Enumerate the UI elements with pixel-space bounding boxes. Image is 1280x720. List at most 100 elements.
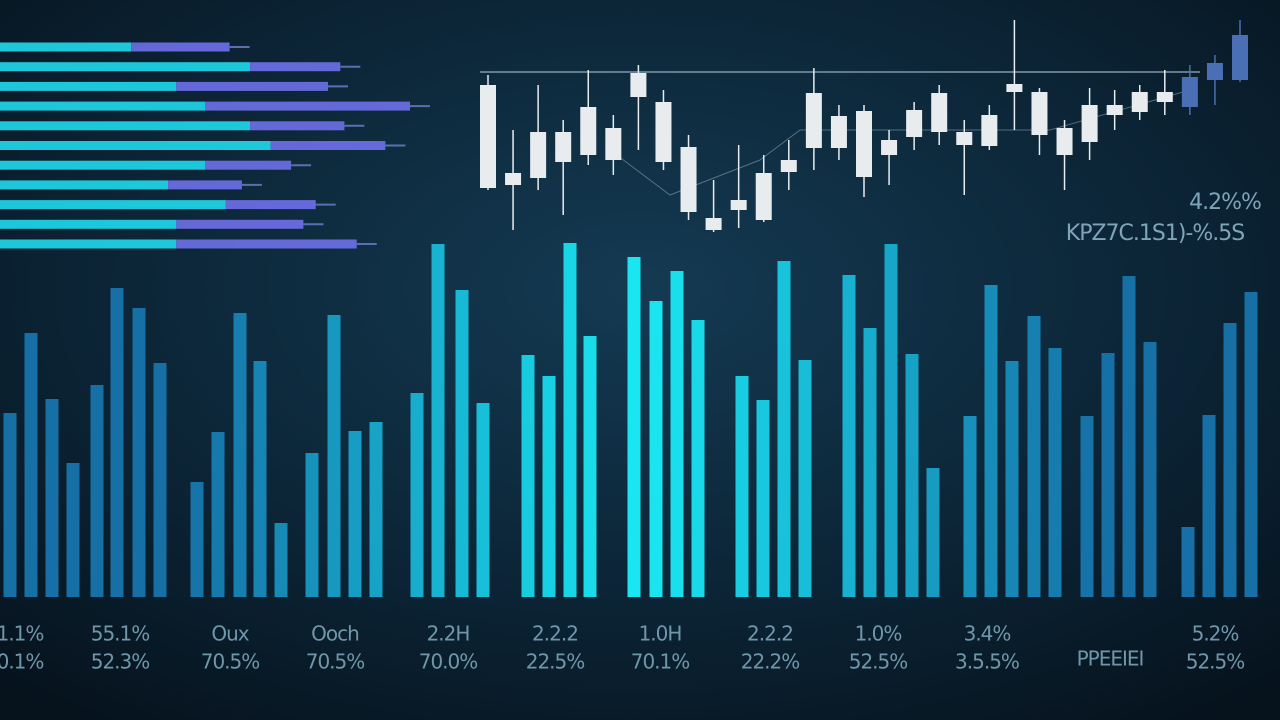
bar <box>1005 361 1019 597</box>
bar <box>691 320 705 597</box>
candle-body <box>505 173 522 185</box>
bar <box>45 399 59 597</box>
bar-segment <box>270 141 386 150</box>
bar-segment <box>176 239 357 249</box>
bar-label: 70.5% <box>201 650 260 674</box>
bar <box>963 416 977 597</box>
bar-label: 1.1% <box>0 622 43 646</box>
candle-body <box>555 132 572 162</box>
bar <box>348 431 362 597</box>
bar <box>369 422 383 597</box>
candle-body <box>1206 63 1223 80</box>
candle-body <box>1156 92 1173 102</box>
bar <box>798 360 812 597</box>
bar-segment <box>0 81 177 91</box>
bar <box>1080 416 1094 597</box>
annotation: 4.2%% <box>1189 190 1261 215</box>
bar <box>253 361 267 597</box>
candle-body <box>680 147 697 212</box>
bar-segment <box>0 180 169 190</box>
candle-body <box>480 85 496 188</box>
bar-label: 3.4% <box>964 622 1011 646</box>
candle-body <box>755 173 772 220</box>
bar-segment <box>176 219 304 229</box>
bar <box>756 400 770 597</box>
candle-body <box>956 132 973 145</box>
bar <box>327 315 341 597</box>
bar <box>1048 348 1062 597</box>
bar-label: 52.5% <box>849 650 908 674</box>
bar <box>627 257 641 597</box>
bar-segment <box>0 121 251 131</box>
bar <box>583 336 597 597</box>
bar-label: 5.2% <box>1192 622 1239 646</box>
bar-segment <box>0 160 205 170</box>
candle-body <box>1232 35 1248 80</box>
bar <box>1101 353 1115 597</box>
bar-segment <box>0 62 251 72</box>
bar <box>1122 276 1136 597</box>
candle-body <box>805 93 822 148</box>
bar-label: 22.5% <box>526 650 585 674</box>
candle-body <box>530 132 547 178</box>
bar <box>563 243 577 597</box>
bar <box>90 385 104 597</box>
candle-body <box>605 128 622 160</box>
candle-body <box>730 200 747 210</box>
bar <box>735 376 749 597</box>
bar-label: Oux <box>211 622 249 646</box>
bar <box>132 308 146 597</box>
bar <box>542 376 556 597</box>
bar-segment <box>250 121 345 131</box>
bar-label: 22.2% <box>741 650 800 674</box>
candle-body <box>780 160 797 172</box>
candle-body <box>655 102 672 162</box>
bar-segment <box>205 101 410 111</box>
charts: 4.2%% KPZ7C.1S1)-%.5S 1.1% 0.1% 55.1% 52.3% Ou… <box>0 20 1262 674</box>
candle-body <box>580 107 597 155</box>
candle-body <box>1081 105 1098 142</box>
bar <box>274 523 288 597</box>
bar <box>984 285 998 597</box>
bar-label: 70.1% <box>631 650 690 674</box>
bar-segment <box>0 239 177 249</box>
bar <box>649 301 663 597</box>
bar-segment <box>0 219 177 229</box>
candle-body <box>931 93 948 132</box>
bar <box>305 453 319 597</box>
bar-label: 2.2.2 <box>747 622 793 646</box>
bar-label: 2.2.2 <box>532 622 578 646</box>
bar <box>153 363 167 597</box>
candle-body <box>856 111 872 177</box>
bar <box>1223 323 1237 597</box>
candle-body <box>1181 77 1198 107</box>
bar <box>211 432 225 597</box>
bar <box>905 354 919 597</box>
bar-label: 2.2H <box>427 622 470 646</box>
bar-segment <box>250 62 341 72</box>
bar-segment <box>131 42 230 52</box>
bar-label: Ooch <box>311 622 359 646</box>
candle-body <box>830 116 847 148</box>
bar <box>410 393 424 597</box>
candle-body <box>705 218 722 230</box>
bar-segment <box>0 141 271 150</box>
bar <box>110 288 124 597</box>
bar <box>777 261 791 597</box>
candle-body <box>630 73 647 97</box>
bar <box>233 313 247 597</box>
bar <box>476 403 490 597</box>
bar-segment <box>176 81 328 91</box>
bar <box>455 290 469 597</box>
bar <box>3 413 17 597</box>
bar-segment <box>225 200 316 210</box>
bar-label: 52.3% <box>91 650 150 674</box>
bar <box>670 271 684 597</box>
bar-segment <box>0 42 132 52</box>
bar-label: 70.5% <box>306 650 365 674</box>
bar <box>884 244 898 597</box>
bar <box>1027 316 1041 597</box>
bar-segment <box>205 160 292 170</box>
bar-label: 1.0% <box>855 622 902 646</box>
